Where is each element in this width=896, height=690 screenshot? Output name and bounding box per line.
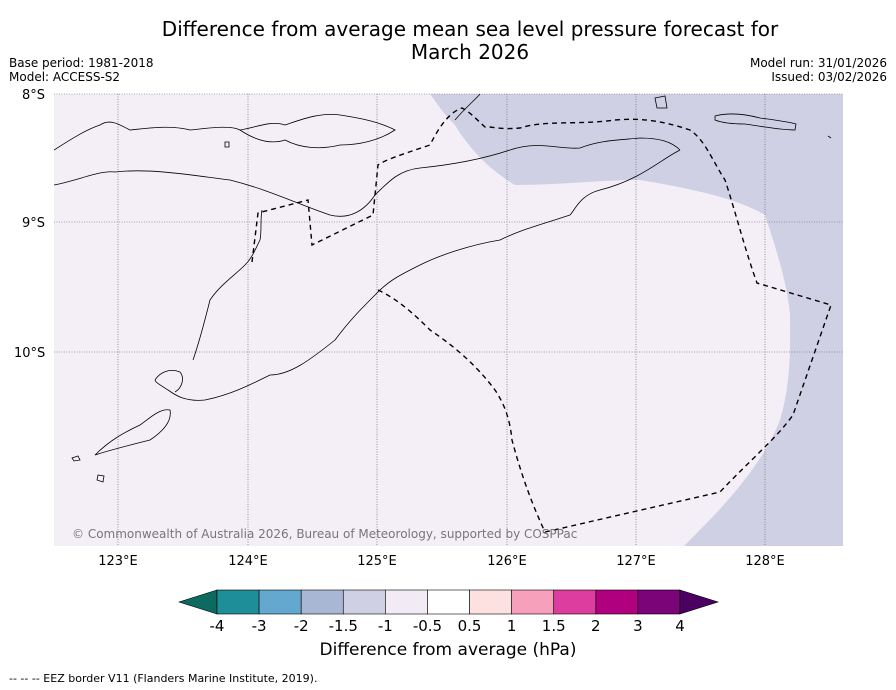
colorbar-swatch — [258, 589, 302, 615]
eez-footer-note: -- -- -- EEZ border V11 (Flanders Marine… — [9, 672, 318, 685]
below-average-region — [430, 94, 843, 546]
rote-island — [154, 370, 183, 393]
colorbar-tick-label: 0.5 — [458, 617, 482, 635]
lon-label-124e: 124°E — [228, 554, 268, 569]
timor-coast-south — [154, 149, 681, 401]
colorbar-tick-label: -0.5 — [413, 617, 442, 635]
meta-right: Model run: 31/01/2026 Issued: 03/02/2026 — [750, 56, 887, 84]
colorbar-tick-label: 1.5 — [542, 617, 566, 635]
small-island-sw — [71, 455, 81, 462]
colorbar-swatch — [216, 589, 260, 615]
lon-label-128e: 128°E — [745, 554, 785, 569]
colorbar-swatch — [427, 589, 470, 615]
colorbar-tick-label: -4 — [210, 617, 225, 635]
lon-label-126e: 126°E — [487, 554, 527, 569]
colorbar-tick-label: 3 — [633, 617, 643, 635]
colorbar-arrow-low — [178, 589, 218, 615]
map-title: Difference from average mean sea level p… — [0, 18, 896, 64]
colorbar-swatch — [469, 589, 512, 615]
sawu-island — [94, 409, 171, 456]
colorbar-swatch — [511, 589, 555, 615]
small-island-nw — [224, 141, 230, 148]
colorbar-tick-label: -2 — [294, 617, 309, 635]
grid — [54, 93, 843, 546]
tanimbar-islands — [714, 113, 797, 131]
small-island-east — [827, 135, 832, 139]
base-period: Base period: 1981-2018 — [9, 56, 154, 70]
wetar-island — [454, 93, 481, 121]
map-title-line1: Difference from average mean sea level p… — [161, 17, 779, 41]
copyright: © Commonwealth of Australia 2026, Bureau… — [72, 527, 577, 541]
eez-border — [251, 107, 832, 533]
alor-island — [238, 113, 396, 149]
colorbar-swatch — [342, 589, 386, 615]
timor-coast-north — [53, 137, 681, 217]
colorbar-tick-label: -3 — [252, 617, 267, 635]
model-name: Model: ACCESS-S2 — [9, 70, 121, 84]
lon-label-123e: 123°E — [98, 554, 138, 569]
colorbar-tick-label: 2 — [591, 617, 601, 635]
colorbar-tick-label: 4 — [675, 617, 685, 635]
coastlines — [53, 93, 832, 483]
issued-date: Issued: 03/02/2026 — [771, 70, 887, 84]
flores-alor-coast — [53, 121, 241, 151]
colorbar-tick-label: -1.5 — [329, 617, 358, 635]
colorbar-swatch — [385, 589, 428, 615]
colorbar-swatch — [637, 589, 681, 615]
colorbar-tick-label: -1 — [378, 617, 393, 635]
small-island-sw2 — [96, 474, 105, 483]
colorbar-swatch — [300, 589, 344, 615]
lon-label-127e: 127°E — [616, 554, 656, 569]
babar-island — [654, 95, 668, 109]
meta-left: Base period: 1981-2018 Model: ACCESS-S2 — [9, 56, 154, 84]
timor-west-coast — [192, 209, 263, 361]
lat-label-8s: 8°S — [22, 88, 45, 103]
lat-label-10s: 10°S — [14, 346, 45, 361]
colorbar: -4 -3 -2 -1.5 -1 -0.5 0.5 1 1.5 2 3 4 — [178, 589, 719, 635]
colorbar-arrow-high — [679, 589, 719, 615]
eez-border-main — [251, 107, 832, 533]
lon-label-125e: 125°E — [357, 554, 397, 569]
colorbar-tick-label: 1 — [507, 617, 517, 635]
model-run: Model run: 31/01/2026 — [749, 56, 887, 70]
lat-label-9s: 9°S — [22, 216, 45, 231]
map-title-line2: March 2026 — [410, 40, 530, 64]
colorbar-swatch — [595, 589, 639, 615]
colorbar-title: Difference from average (hPa) — [319, 640, 577, 660]
colorbar-swatch — [553, 589, 597, 615]
